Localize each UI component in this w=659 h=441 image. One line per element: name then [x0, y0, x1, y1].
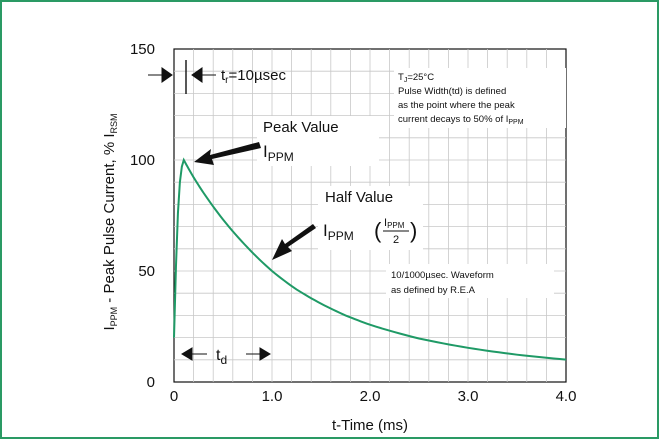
waveform-note: 10/1000µsec. Waveform as defined by R.E.…: [386, 264, 554, 298]
x-tick-label: 4.0: [556, 388, 577, 405]
half-frac-num: IPPM: [384, 217, 405, 230]
waveform-line-1: 10/1000µsec. Waveform: [391, 270, 494, 281]
definition-note: TJ=25°C Pulse Width(td) is defined as th…: [394, 68, 566, 128]
half-arrow: [272, 224, 316, 260]
half-ippm-label: IPPM: [323, 221, 354, 243]
y-tick-label: 150: [130, 41, 155, 58]
half-value-label: Half Value: [325, 189, 393, 206]
rise-time-label: tr=10µsec: [221, 67, 286, 86]
definition-line-1: Pulse Width(td) is defined: [398, 86, 506, 97]
y-axis-title: IPPM - Peak Pulse Current, % IRSM: [101, 113, 119, 330]
definition-line-2: as the point where the peak: [398, 100, 515, 111]
peak-value-annotation: Peak Value IPPM: [194, 116, 379, 166]
x-axis-title: t-Time (ms): [332, 417, 408, 434]
y-tick-label: 0: [147, 374, 155, 391]
rise-arrow-right: [191, 67, 216, 83]
series-line: [173, 157, 567, 361]
x-tick-label: 3.0: [458, 388, 479, 405]
x-tick-label: 1.0: [262, 388, 283, 405]
td-annotation: td: [181, 347, 271, 367]
x-tick-label: 0: [170, 388, 178, 405]
half-frac-den: 2: [393, 234, 399, 246]
rise-time-annotation: tr=10µsec: [148, 60, 286, 94]
peak-arrow: [194, 142, 261, 165]
temperature-note: TJ=25°C: [398, 72, 434, 84]
tick-labels: 0 1.0 2.0 3.0 4.0 0 50 100 150: [130, 41, 576, 405]
x-tick-label: 2.0: [360, 388, 381, 405]
waveform-line-2: as defined by R.E.A: [391, 285, 476, 296]
rise-arrow-left: [148, 67, 173, 83]
half-value-annotation: Half Value IPPM ( IPPM 2 ): [272, 186, 423, 260]
td-arrow-left: [181, 347, 207, 361]
peak-value-label: Peak Value: [263, 119, 339, 136]
y-tick-label: 100: [130, 152, 155, 169]
td-label: td: [216, 347, 227, 367]
peak-ippm-label: IPPM: [263, 142, 294, 164]
half-paren-left: (: [374, 218, 382, 243]
y-tick-label: 50: [138, 263, 155, 280]
td-arrow-right: [246, 347, 271, 361]
definition-line-3: current decays to 50% of IPPM: [398, 114, 524, 126]
half-paren-right: ): [410, 218, 417, 243]
